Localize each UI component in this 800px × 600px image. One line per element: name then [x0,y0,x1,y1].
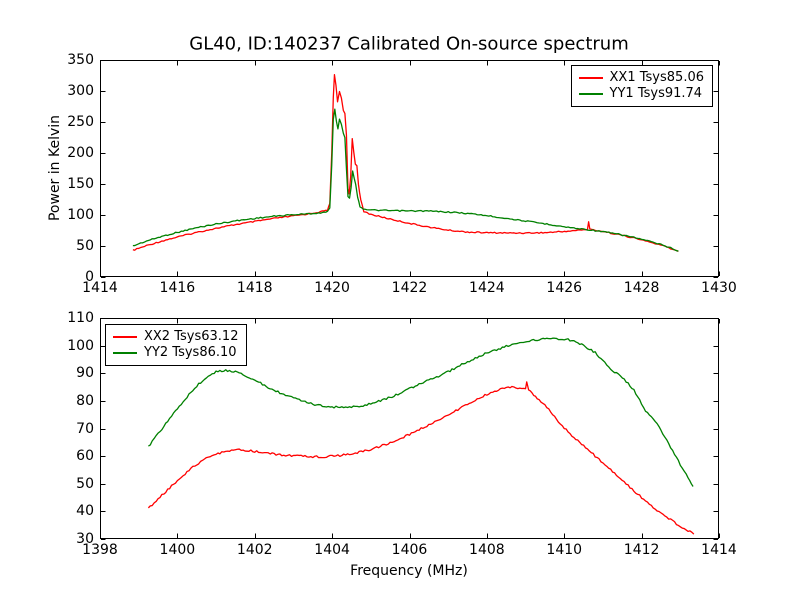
series-line-yy1 [132,108,679,252]
y-tick-label: 60 [76,448,94,465]
bottom-spectrum-legend: XX2 Tsys63.12 YY2 Tsys86.10 [105,324,248,366]
x-tick-label: 1408 [469,542,505,558]
legend-label: XX1 Tsys85.06 [609,70,704,85]
x-tick-label: 1426 [546,280,583,296]
y-tick-label: 50 [76,238,94,254]
legend-line-sample [578,93,603,95]
y-tick-label: 110 [67,310,94,326]
top-spectrum-chart: 1414 1416 1418 1420 1422 1424 1426 1428 1430 0 50 1… [67,53,737,296]
y-tick-label: 100 [67,337,94,354]
legend-label: YY1 Tsys91.74 [609,86,703,101]
y-tick-label: 300 [67,83,94,99]
legend-entry: YY2 Tsys86.10 [113,345,238,361]
y-tick-label: 150 [67,176,94,192]
y-tick-label: 80 [76,392,94,409]
x-tick-label: 1400 [159,542,196,558]
x-tick-label: 1414 [82,280,118,296]
legend-line-sample [578,77,603,79]
x-tick-label: 1422 [391,280,428,296]
figure-title: GL40, ID:140237 Calibrated On-source spe… [189,33,629,55]
y-tick-label: 200 [67,145,94,161]
y-tick-label: 30 [76,531,94,547]
y-tick-label: 250 [67,114,94,130]
x-tick-label: 1418 [236,280,273,296]
legend-line-sample [113,336,137,338]
legend-label: XX2 Tsys63.12 [144,329,239,344]
legend-line-sample [113,352,137,354]
x-tick-label: 1414 [701,542,737,558]
x-tick-label: 1412 [623,542,660,558]
x-tick-label: 1416 [159,280,196,296]
x-tick-label: 1398 [82,542,118,558]
x-tick-label: 1404 [314,542,350,558]
y-tick-label: 50 [76,475,94,492]
top-y-axis-label: Power in Kelvin [47,114,63,222]
bottom-x-axis-label: Frequency (MHz) [350,563,468,579]
y-tick-label: 40 [76,503,94,520]
x-tick-label: 1410 [546,542,583,558]
x-tick-label: 1424 [469,280,505,296]
y-tick-label: 350 [67,52,94,68]
x-tick-label: 1402 [236,542,273,558]
bottom-spectrum-chart: 1398 1400 1402 1404 1406 1408 1410 1412 1414 30 40… [67,311,737,558]
x-tick-label: 1428 [623,280,660,296]
y-tick-label: 70 [76,420,94,437]
top-spectrum-legend: XX1 Tsys85.06 YY1 Tsys91.74 [570,65,713,107]
series-line-yy2 [148,337,694,487]
legend-entry: YY1 Tsys91.74 [578,86,704,102]
legend-entry: XX1 Tsys85.06 [578,70,704,86]
x-tick-label: 1420 [314,280,350,296]
legend-entry: XX2 Tsys63.12 [113,329,238,345]
y-tick-label: 0 [85,269,94,285]
y-tick-label: 90 [76,365,94,382]
series-line-xx2 [147,381,695,535]
x-tick-label: 1406 [391,542,428,558]
y-tick-label: 100 [67,207,94,223]
x-tick-label: 1430 [701,280,737,296]
legend-label: YY2 Tsys86.10 [144,345,237,360]
